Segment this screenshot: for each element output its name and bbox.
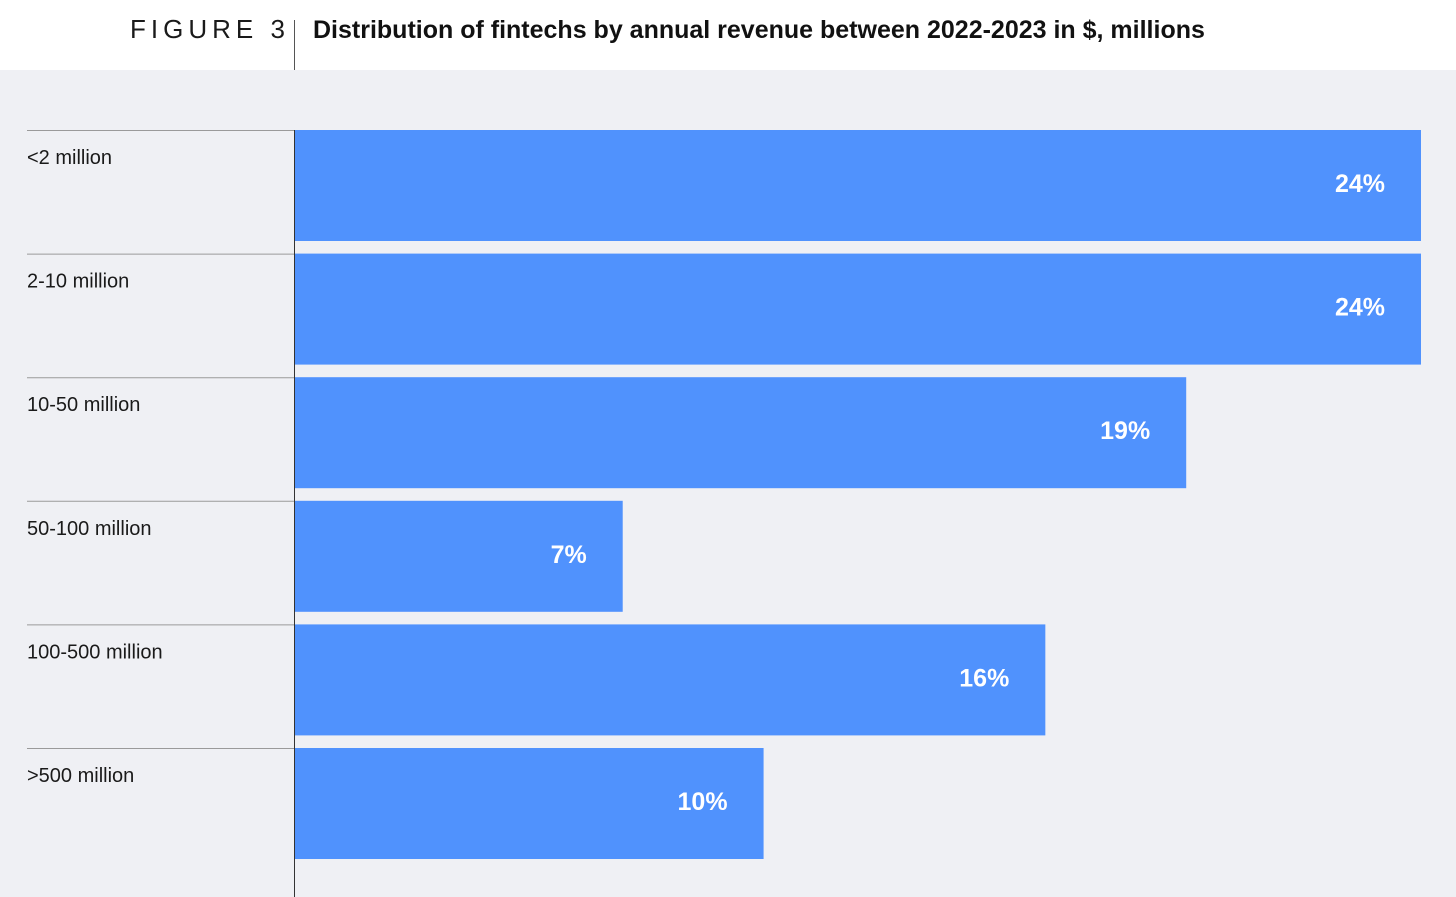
bar xyxy=(294,624,1046,736)
category-label: <2 million xyxy=(27,147,112,169)
category-label: >500 million xyxy=(27,765,134,787)
data-label: 24% xyxy=(1335,294,1385,322)
header-divider xyxy=(294,20,295,70)
bar xyxy=(294,500,623,612)
category-label: 50-100 million xyxy=(27,518,152,540)
bar xyxy=(294,253,1421,365)
data-label: 16% xyxy=(959,664,1009,692)
data-label: 10% xyxy=(678,788,728,816)
category-label: 2-10 million xyxy=(27,271,129,293)
bar xyxy=(294,748,764,859)
category-label: 10-50 million xyxy=(27,394,140,416)
data-label: 7% xyxy=(551,541,587,569)
bar-chart: <2 million 24% 2-10 million 24% 10-50 millio… xyxy=(27,130,1421,897)
bar xyxy=(294,377,1187,489)
chart-area: <2 million 24% 2-10 million 24% 10-50 millio… xyxy=(0,70,1456,897)
data-label: 24% xyxy=(1335,170,1385,198)
figure-header: FIGURE 3 Distribution of fintechs by ann… xyxy=(0,0,1456,70)
bar xyxy=(294,130,1421,241)
data-label: 19% xyxy=(1100,417,1150,445)
figure-label: FIGURE 3 xyxy=(130,14,290,44)
chart-title: Distribution of fintechs by annual reven… xyxy=(313,16,1205,44)
category-label: 100-500 million xyxy=(27,641,163,663)
